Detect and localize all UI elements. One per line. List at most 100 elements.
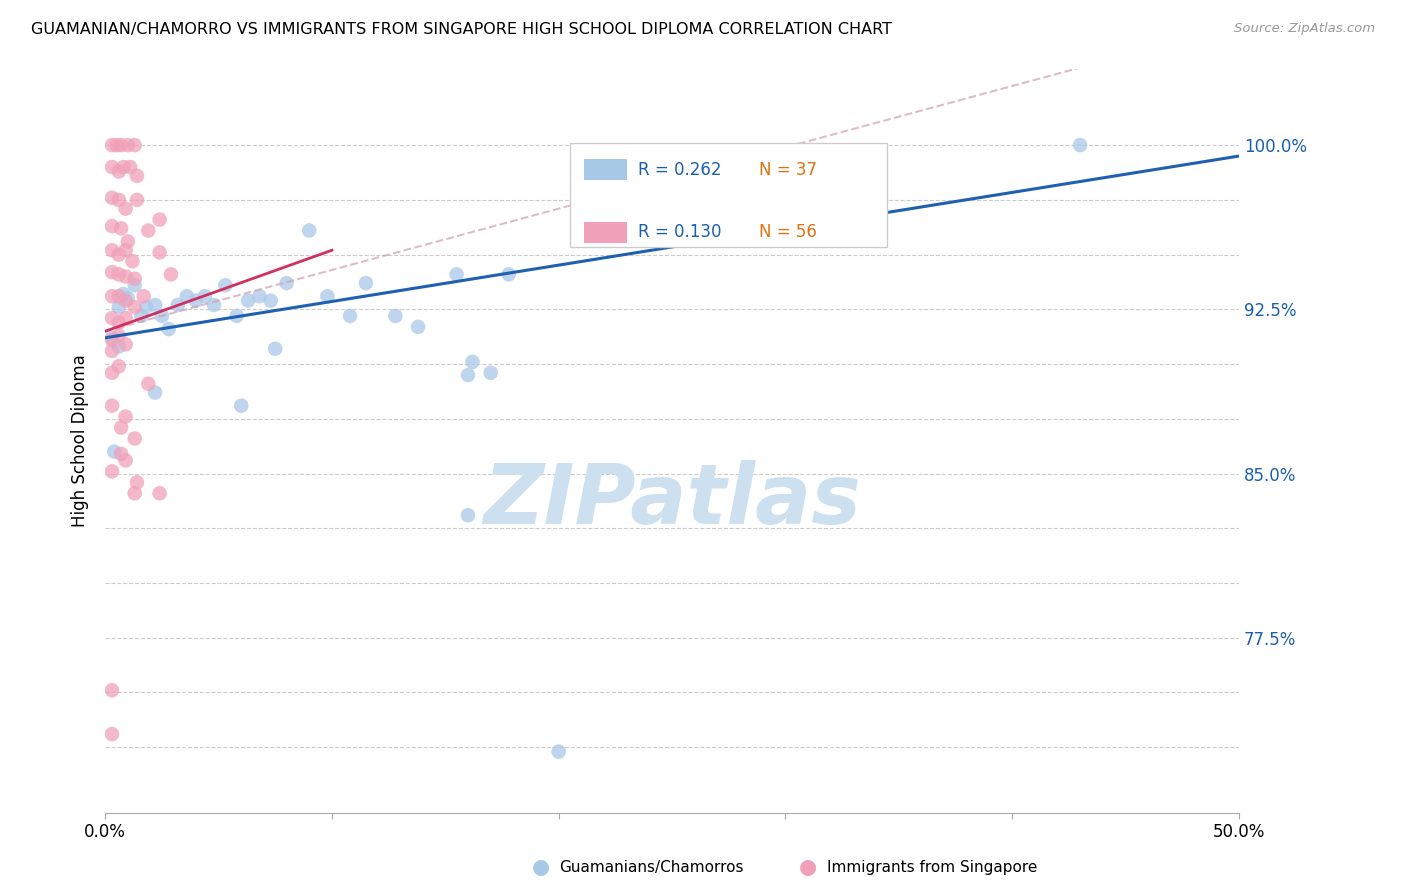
Bar — [583, 160, 627, 180]
Point — [101, 333, 124, 347]
Point — [114, 269, 136, 284]
Point — [101, 366, 124, 380]
Text: N = 37: N = 37 — [759, 161, 817, 178]
Point — [160, 268, 183, 282]
Text: Source: ZipAtlas.com: Source: ZipAtlas.com — [1234, 22, 1375, 36]
Point — [461, 355, 484, 369]
Text: ●: ● — [533, 857, 550, 877]
Point — [124, 138, 146, 153]
Point — [184, 293, 207, 308]
Point — [339, 309, 361, 323]
Text: ZIPatlas: ZIPatlas — [484, 459, 860, 541]
Text: N = 56: N = 56 — [759, 223, 817, 241]
Point — [214, 278, 236, 293]
Point — [143, 385, 166, 400]
Point — [110, 221, 132, 235]
Point — [101, 683, 124, 698]
Bar — [583, 222, 627, 243]
Point — [101, 727, 124, 741]
Point — [108, 289, 131, 303]
Point — [446, 268, 468, 282]
Point — [108, 359, 131, 374]
Point — [114, 409, 136, 424]
Text: Immigrants from Singapore: Immigrants from Singapore — [827, 860, 1038, 874]
Point — [101, 219, 124, 234]
Point — [108, 164, 131, 178]
Text: R = 0.130: R = 0.130 — [638, 223, 721, 241]
Point — [247, 289, 270, 303]
Point — [108, 328, 131, 343]
Point — [101, 138, 124, 153]
Text: GUAMANIAN/CHAMORRO VS IMMIGRANTS FROM SINGAPORE HIGH SCHOOL DIPLOMA CORRELATION : GUAMANIAN/CHAMORRO VS IMMIGRANTS FROM SI… — [31, 22, 891, 37]
Point — [121, 254, 143, 268]
Point — [124, 278, 146, 293]
Point — [136, 223, 159, 237]
Point — [236, 293, 259, 308]
Point — [202, 298, 225, 312]
Point — [354, 276, 377, 290]
Point — [406, 319, 429, 334]
Point — [101, 289, 124, 303]
Point — [117, 138, 139, 153]
Point — [143, 298, 166, 312]
Point — [103, 444, 125, 458]
Point — [110, 138, 132, 153]
Point — [110, 447, 132, 461]
Point — [276, 276, 298, 290]
Point — [457, 508, 479, 523]
Point — [384, 309, 406, 323]
Point — [120, 160, 142, 174]
Point — [194, 289, 217, 303]
Point — [117, 292, 139, 306]
Point — [112, 287, 135, 301]
Point — [479, 366, 502, 380]
Point — [108, 316, 131, 330]
Point — [125, 169, 148, 183]
Point — [105, 138, 128, 153]
Point — [150, 309, 173, 323]
Point — [569, 221, 592, 235]
Point — [1069, 138, 1091, 153]
Point — [457, 368, 479, 382]
Point — [112, 160, 135, 174]
Point — [101, 265, 124, 279]
Point — [260, 293, 283, 308]
Point — [264, 342, 287, 356]
Point — [108, 247, 131, 261]
Point — [114, 453, 136, 467]
Point — [149, 245, 172, 260]
Point — [101, 399, 124, 413]
Point — [225, 309, 247, 323]
Point — [298, 223, 321, 237]
Point — [125, 475, 148, 490]
Point — [124, 271, 146, 285]
Point — [114, 244, 136, 258]
Point — [101, 244, 124, 258]
Point — [108, 300, 131, 314]
FancyBboxPatch shape — [569, 143, 887, 247]
Point — [110, 420, 132, 434]
Point — [498, 268, 520, 282]
Point — [117, 235, 139, 249]
Point — [101, 311, 124, 326]
Point — [114, 202, 136, 216]
Point — [114, 311, 136, 326]
Point — [547, 745, 569, 759]
Point — [135, 300, 157, 314]
Point — [101, 331, 124, 345]
Text: ●: ● — [800, 857, 817, 877]
Point — [125, 193, 148, 207]
Point — [166, 298, 188, 312]
Point — [176, 289, 198, 303]
Point — [101, 191, 124, 205]
Point — [231, 399, 253, 413]
Point — [124, 300, 146, 314]
Point — [124, 486, 146, 500]
Point — [108, 268, 131, 282]
Point — [132, 289, 155, 303]
Point — [157, 322, 180, 336]
Point — [114, 337, 136, 351]
Point — [316, 289, 339, 303]
Point — [108, 340, 131, 354]
Point — [136, 376, 159, 391]
